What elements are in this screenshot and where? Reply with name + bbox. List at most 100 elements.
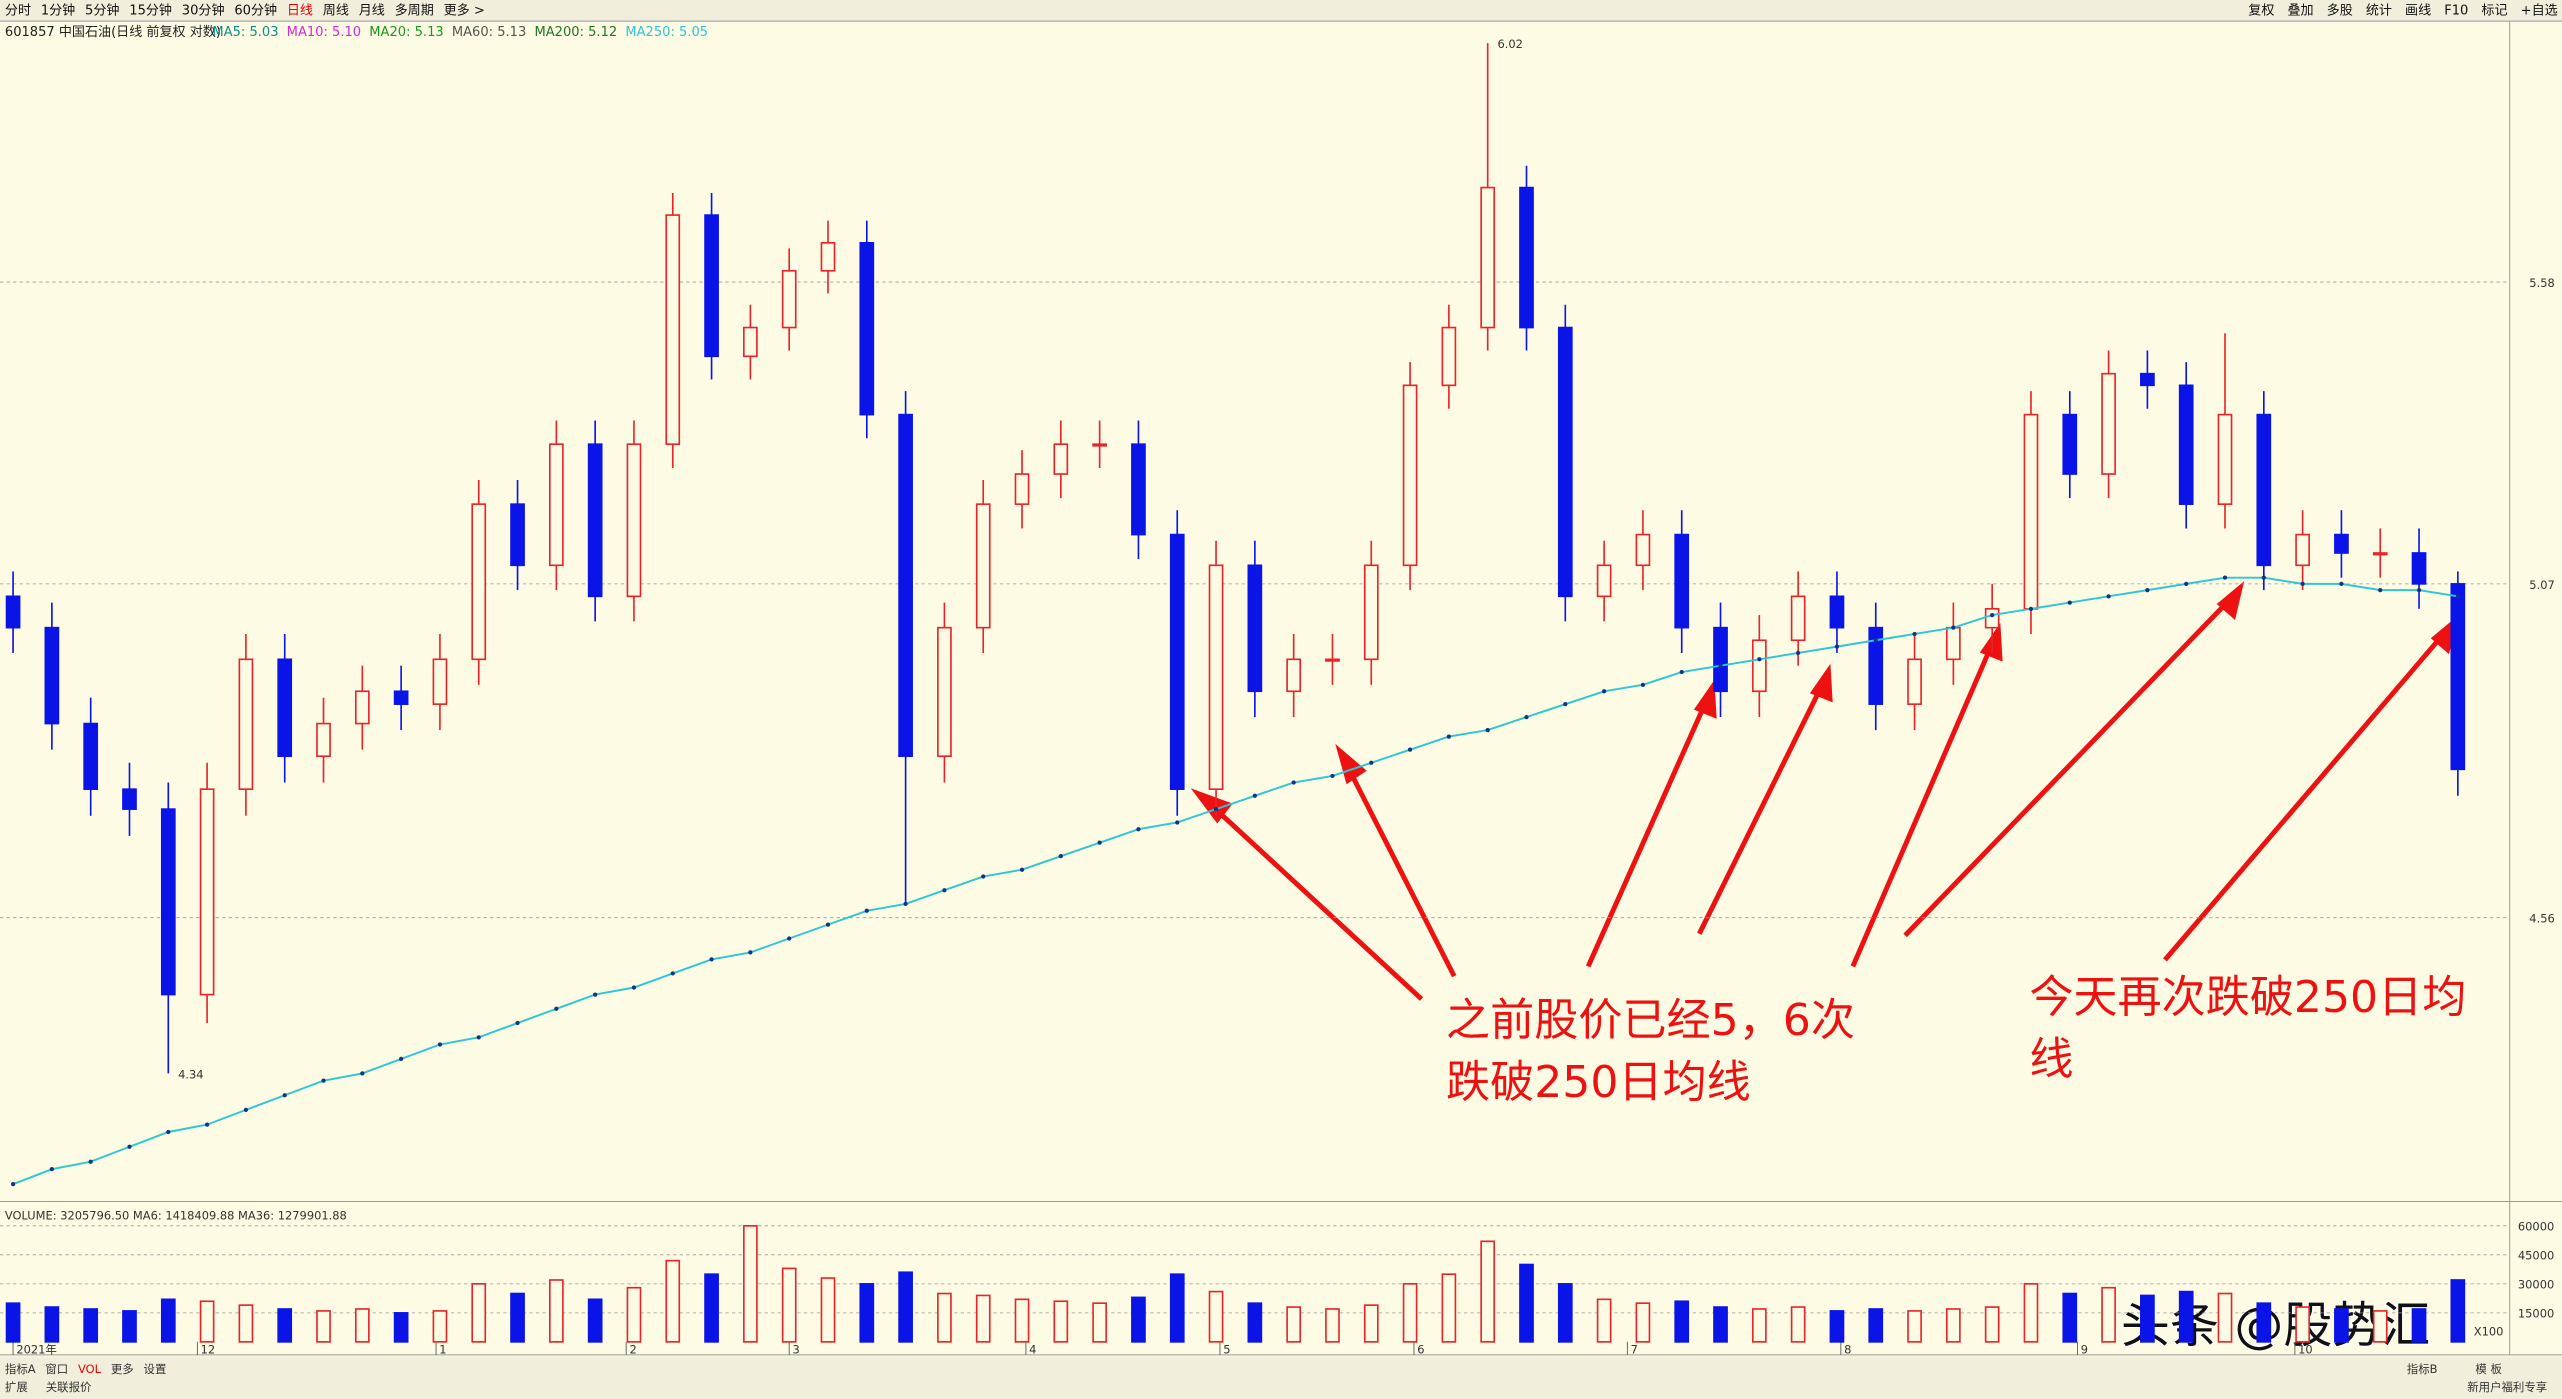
ma250-dot <box>1291 780 1296 785</box>
volume-bar <box>160 1298 176 1343</box>
volume-bar <box>1829 1310 1845 1343</box>
volume-bar <box>1984 1306 2000 1343</box>
tool-button[interactable]: F10 <box>2444 4 2468 19</box>
volume-bar <box>2023 1283 2039 1343</box>
volume-bar <box>2217 1292 2233 1343</box>
ma250-dot <box>2222 575 2228 580</box>
tab[interactable]: 指标B <box>2407 1362 2438 1376</box>
candle-body <box>1829 595 1845 629</box>
tab[interactable]: 模 板 <box>2475 1362 2502 1376</box>
volume-bar <box>5 1302 21 1343</box>
tab[interactable]: 关联报价 <box>46 1380 92 1394</box>
stock-info: 601857 中国石油(日线 前复权 对数) <box>5 24 221 40</box>
candle-body <box>1635 533 1651 567</box>
volume-bar <box>781 1267 797 1343</box>
ma250-dot <box>204 1122 210 1127</box>
tool-button[interactable]: +自选 <box>2521 4 2558 19</box>
tab[interactable]: 设置 <box>144 1362 167 1376</box>
period-tab[interactable]: 日线 <box>287 4 313 19</box>
candle-body <box>1363 564 1379 661</box>
ma250-dot <box>1951 625 1956 630</box>
tool-button[interactable]: 复权 <box>2248 3 2274 19</box>
candle-body <box>1713 626 1728 693</box>
candle-body <box>820 242 836 272</box>
period-tab[interactable]: 多周期 <box>395 3 434 19</box>
volume-bar <box>432 1310 448 1343</box>
period-tab[interactable]: 15分钟 <box>129 3 172 19</box>
x-tick-label: 1 <box>439 1342 446 1356</box>
period-tab[interactable]: 周线 <box>323 4 349 19</box>
volume-bar <box>626 1286 642 1343</box>
ma250-dot <box>554 1006 559 1011</box>
tool-button[interactable]: 多股 <box>2327 3 2353 19</box>
volume-bar <box>1946 1308 1961 1343</box>
low-label: 4.34 <box>178 1067 203 1081</box>
ma-legend: MA20: 5.13 <box>369 25 443 40</box>
promo[interactable]: 新用户福利专享 <box>2467 1380 2547 1394</box>
candle-body <box>781 269 797 329</box>
x-tick-label: 12 <box>201 1342 216 1356</box>
candle-body <box>1169 533 1185 790</box>
candle-body <box>2334 533 2349 554</box>
ma-legend: MA10: 5.10 <box>287 25 361 40</box>
tool-button[interactable]: 画线 <box>2405 4 2431 19</box>
ma250-dot <box>437 1042 443 1047</box>
ma250-dot <box>2106 594 2111 599</box>
candle-body <box>975 503 991 629</box>
period-tab[interactable]: 30分钟 <box>182 3 225 19</box>
y-tick-label: 5.58 <box>2529 276 2554 290</box>
ma250-dot <box>127 1144 132 1149</box>
volume-bar <box>704 1273 719 1343</box>
volume-bar <box>238 1304 254 1343</box>
candle-body <box>2101 372 2116 475</box>
tool-button[interactable]: 叠加 <box>2287 4 2313 19</box>
candle-body <box>1208 564 1224 790</box>
volume-bar <box>1868 1308 1884 1343</box>
volume-bar <box>1053 1300 1069 1343</box>
period-tab[interactable]: 月线 <box>359 4 385 19</box>
ma250-dot <box>360 1071 365 1076</box>
ma250-dot <box>2455 594 2460 599</box>
tool-button[interactable]: 统计 <box>2366 4 2392 19</box>
volume-tick-label: 15000 <box>2518 1307 2554 1321</box>
tab[interactable]: 窗口 <box>45 1362 68 1376</box>
volume-bar <box>2062 1292 2078 1343</box>
ma250-dot <box>2184 581 2189 587</box>
ma250-dot <box>166 1129 171 1135</box>
tab[interactable]: 指标A <box>5 1362 36 1376</box>
ma250-dot <box>942 888 947 893</box>
ma250-dot <box>670 971 675 976</box>
ma250-dot <box>2378 587 2383 593</box>
arrows <box>1190 581 2459 1001</box>
x-tick-label: 4 <box>1029 1342 1036 1356</box>
tool-button[interactable]: 标记 <box>2481 4 2507 19</box>
period-tab[interactable]: 1分钟 <box>41 3 75 19</box>
volume-bar <box>1441 1273 1457 1343</box>
period-tab[interactable]: 分时 <box>5 4 31 19</box>
candle-body <box>1092 443 1107 447</box>
volume-bar <box>1325 1308 1340 1343</box>
candle-body <box>2256 413 2272 567</box>
ma250-dot <box>1640 682 1646 687</box>
volume-bar <box>354 1308 370 1343</box>
candle-body <box>2023 413 2039 610</box>
volume-bar <box>1286 1306 1302 1343</box>
candle-body <box>1014 473 1030 505</box>
period-tab[interactable]: 60分钟 <box>234 3 277 19</box>
ma250-dot <box>748 950 753 955</box>
volume-bar <box>316 1310 331 1343</box>
candle-body <box>1286 658 1302 693</box>
tab[interactable]: 更多 <box>111 1362 134 1376</box>
volume-bar <box>122 1310 137 1343</box>
candle-body <box>2372 552 2388 556</box>
tab[interactable]: VOL <box>78 1362 102 1376</box>
period-tab[interactable]: 5分钟 <box>85 3 119 19</box>
period-tab[interactable]: 更多 > <box>444 3 485 19</box>
x-tick-label: 7 <box>1631 1342 1638 1356</box>
candle-body <box>665 214 681 445</box>
volume-bar <box>510 1292 525 1343</box>
ma250-line <box>12 576 2458 1186</box>
candle-body <box>549 443 564 567</box>
